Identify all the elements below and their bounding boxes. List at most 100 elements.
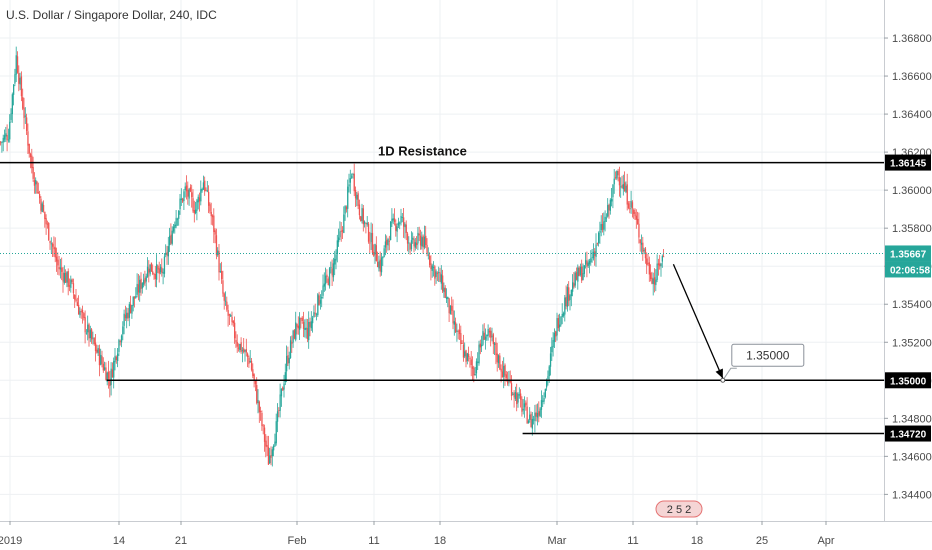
candle-body [646, 258, 648, 265]
candle-body [276, 411, 279, 422]
candle-body [75, 299, 77, 302]
candle-body [157, 266, 159, 270]
candle-body [114, 355, 116, 363]
candle-body [622, 184, 624, 190]
candle-body [148, 268, 150, 273]
candle-body [111, 369, 114, 378]
candle-body [54, 247, 56, 258]
y-tick-label: 1.36600 [892, 71, 932, 83]
candle-body [431, 265, 433, 271]
candle-body [605, 217, 608, 219]
candle-body [72, 283, 75, 294]
candle-body [127, 312, 129, 319]
candle-body [36, 181, 38, 194]
candle-body [152, 271, 154, 274]
candle-body [404, 224, 406, 228]
candle-body [657, 263, 660, 266]
candle-body [250, 360, 253, 370]
candle-body [392, 218, 394, 221]
candle-body [469, 357, 471, 359]
level-price-badge-label: 1.35000 [890, 376, 927, 387]
candle-body [353, 173, 355, 192]
candle-body [625, 185, 627, 192]
candle-body [578, 267, 580, 277]
candle-body [555, 331, 557, 337]
candle-body [240, 342, 242, 352]
callout-pointer [722, 367, 737, 381]
candle-body [135, 295, 137, 298]
candle-body [596, 243, 598, 245]
candle-body [334, 258, 336, 265]
candle-body [495, 342, 497, 356]
candle-body [553, 332, 556, 342]
candle-body [487, 328, 489, 336]
candle-body [592, 251, 595, 259]
candle-body [451, 305, 453, 311]
candle-body [288, 357, 290, 364]
candle-body [120, 335, 123, 343]
candle-body [57, 259, 59, 266]
candle-body [317, 294, 319, 316]
candle-body [546, 380, 548, 388]
candle-body [236, 342, 238, 347]
candle-body [434, 266, 436, 279]
x-tick-label: Apr [817, 535, 834, 547]
candle-body [117, 353, 119, 362]
candle-body [104, 367, 106, 370]
candle-body [322, 285, 324, 296]
candle-body [323, 283, 325, 287]
candle-body [175, 217, 177, 227]
candle-body [132, 296, 134, 306]
candle-body [308, 321, 310, 341]
candle-body [421, 237, 423, 247]
candle-body [429, 256, 431, 265]
candle-body [586, 260, 588, 267]
candle-body [204, 180, 206, 192]
candle-body [210, 211, 212, 217]
candle-body [482, 331, 484, 345]
candle-body [214, 230, 216, 235]
level-price-badge-bg [885, 154, 931, 171]
candle-body [305, 327, 307, 330]
candle-body [345, 206, 348, 210]
candle-body [218, 251, 220, 273]
candle-body [22, 97, 24, 109]
candle-body [598, 232, 600, 244]
candle-body [217, 250, 219, 256]
candle-body [527, 420, 530, 424]
candle-body [347, 186, 349, 209]
candle-body [270, 455, 272, 458]
candle-body [81, 309, 84, 313]
candle-body [193, 209, 195, 214]
candle-body [39, 194, 41, 199]
candle-body [133, 296, 136, 299]
candle-body [595, 244, 597, 257]
candle-body [549, 353, 552, 367]
candle-body [455, 322, 457, 333]
candle-body [137, 284, 140, 293]
candle-body [483, 332, 485, 340]
candle-body [633, 209, 635, 214]
candle-body [178, 210, 180, 219]
candle-body [474, 374, 476, 376]
candle-body [293, 330, 296, 339]
candle-body [551, 346, 553, 353]
candle-body [543, 398, 545, 402]
candle-body [436, 272, 439, 274]
candle-body [87, 324, 89, 333]
candle-body [35, 179, 37, 185]
candle-body [396, 226, 398, 232]
candle-body [652, 278, 654, 285]
candle-body [449, 305, 452, 314]
candle-body [600, 224, 602, 231]
candle-body [536, 412, 539, 418]
candle-body [405, 224, 407, 234]
overlays: 1.35000 2 5 2 [655, 264, 805, 518]
candle-body [452, 310, 454, 324]
candle-body [648, 262, 650, 275]
candle-body [464, 351, 466, 357]
candle-body [206, 190, 208, 192]
candle-body [170, 234, 172, 244]
candle-body [461, 343, 463, 345]
candle-body [83, 313, 85, 319]
